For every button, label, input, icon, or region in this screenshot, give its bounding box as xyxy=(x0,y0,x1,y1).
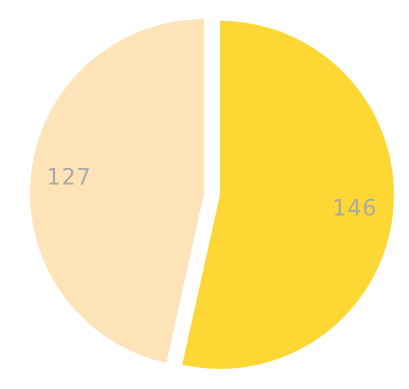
pie-data-label-1: 127 xyxy=(47,165,92,190)
pie-data-label-0: 146 xyxy=(332,197,377,222)
pie-slice-0 xyxy=(182,20,394,369)
pie-slice-1 xyxy=(30,19,205,363)
